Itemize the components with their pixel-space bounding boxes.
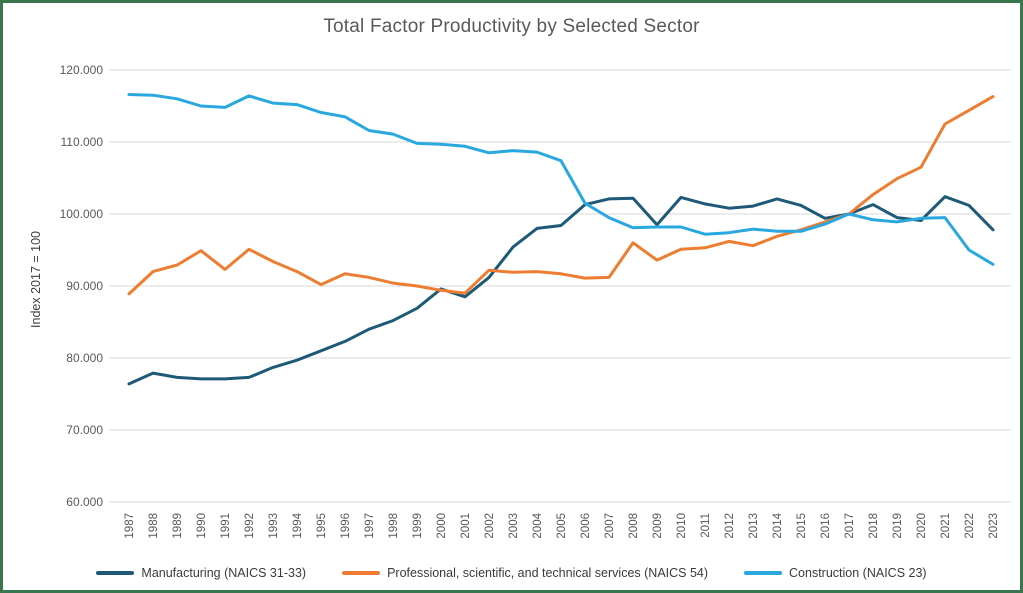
- legend-item-manufacturing: Manufacturing (NAICS 31-33): [96, 566, 306, 580]
- x-tick-label-2021: 2021: [940, 513, 952, 539]
- legend-label-construction: Construction (NAICS 23): [789, 566, 927, 580]
- x-tick-label-2010: 2010: [676, 513, 688, 539]
- y-tick-label-110: 110.000: [61, 135, 104, 149]
- legend-label-professional-services: Professional, scientific, and technical …: [387, 566, 709, 580]
- legend-item-professional-services: Professional, scientific, and technical …: [342, 566, 708, 580]
- series-line-professional-services: [127, 95, 995, 296]
- x-tick-label-1997: 1997: [364, 513, 376, 539]
- y-tick-label-60: 60.000: [66, 495, 103, 509]
- y-tick-label-120: 120.000: [60, 63, 104, 77]
- series-line-manufacturing: [127, 195, 995, 386]
- x-tick-label-2008: 2008: [628, 513, 640, 539]
- x-tick-label-1995: 1995: [316, 513, 328, 539]
- y-tick-label-80: 80.000: [66, 351, 103, 365]
- x-tick-label-2020: 2020: [916, 513, 928, 539]
- x-tick-label-2014: 2014: [772, 512, 784, 538]
- x-tick-label-2022: 2022: [964, 513, 976, 539]
- x-tick-label-1989: 1989: [172, 513, 184, 539]
- x-tick-label-2001: 2001: [460, 513, 472, 539]
- legend: Manufacturing (NAICS 31-33) Professional…: [3, 566, 1020, 580]
- x-tick-label-2015: 2015: [796, 513, 808, 539]
- y-tick-label-90: 90.000: [66, 279, 103, 293]
- x-tick-label-1999: 1999: [412, 513, 424, 539]
- y-tick-label-70: 70.000: [66, 423, 103, 437]
- x-tick-label-2002: 2002: [484, 513, 496, 539]
- x-tick-label-2017: 2017: [844, 513, 856, 539]
- manufacturing-line-swatch: [96, 571, 135, 575]
- chart-title: Total Factor Productivity by Selected Se…: [323, 16, 700, 37]
- x-tick-label-2018: 2018: [868, 513, 880, 539]
- x-tick-label-1993: 1993: [268, 513, 280, 539]
- x-tick-label-1987: 1987: [124, 513, 136, 539]
- construction-line-swatch: [744, 571, 783, 575]
- x-tick-label-2019: 2019: [892, 513, 904, 539]
- plot-area: 120.000 110.000 100.000 90.000 80.000 70.000 6…: [60, 63, 1011, 539]
- x-tick-label-2013: 2013: [748, 513, 760, 539]
- y-tick-label-100: 100.000: [60, 207, 104, 221]
- x-tick-label-1992: 1992: [244, 513, 256, 539]
- series-line-construction: [127, 93, 995, 266]
- x-tick-label-2005: 2005: [556, 513, 568, 539]
- x-tick-label-1988: 1988: [148, 513, 160, 539]
- x-tick-label-2003: 2003: [508, 513, 520, 539]
- x-tick-label-2000: 2000: [436, 513, 448, 539]
- professional-services-line-swatch: [342, 571, 381, 575]
- x-tick-label-2004: 2004: [532, 512, 544, 538]
- x-tick-label-2011: 2011: [700, 513, 712, 538]
- x-tick-label-2009: 2009: [652, 513, 664, 539]
- x-tick-label-1998: 1998: [388, 513, 400, 539]
- x-tick-label-1991: 1991: [220, 513, 232, 539]
- x-tick-label-2016: 2016: [820, 513, 832, 539]
- x-tick-label-2012: 2012: [724, 513, 736, 539]
- x-tick-label-2007: 2007: [604, 513, 616, 539]
- x-tick-label-1996: 1996: [340, 513, 352, 539]
- legend-item-construction: Construction (NAICS 23): [744, 566, 927, 580]
- x-tick-label-2006: 2006: [580, 513, 592, 539]
- x-tick-label-1994: 1994: [292, 512, 304, 538]
- x-tick-label-2023: 2023: [988, 513, 1000, 539]
- x-tick-label-1990: 1990: [196, 513, 208, 539]
- legend-label-manufacturing: Manufacturing (NAICS 31-33): [141, 566, 307, 580]
